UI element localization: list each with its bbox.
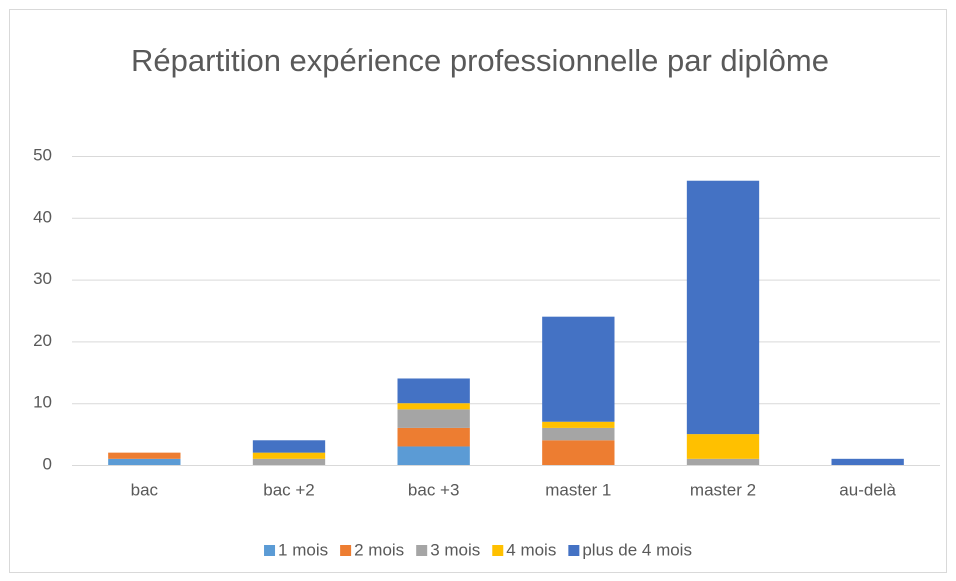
y-tick-label: 20 [33, 331, 52, 350]
bar-segment [542, 427, 615, 441]
bar-segment [686, 180, 760, 435]
bar-segment [108, 452, 181, 459]
bar-segment [397, 378, 470, 404]
bar-segment [252, 452, 326, 459]
legend-swatch [492, 545, 504, 556]
bar-segment [686, 458, 760, 465]
bar-segment [252, 440, 326, 453]
bar-segment [397, 446, 470, 465]
bar-segment [108, 458, 181, 465]
chart-title: Répartition expérience professionnelle p… [131, 43, 829, 78]
legend-label: 3 mois [430, 540, 480, 559]
y-tick-label: 30 [33, 269, 52, 288]
legend-label: plus de 4 mois [582, 540, 692, 559]
bar-segment [397, 403, 470, 410]
y-tick-label: 0 [43, 454, 52, 473]
bar-segment [542, 440, 615, 465]
legend-label: 4 mois [506, 540, 556, 559]
legend-label: 1 mois [278, 540, 328, 559]
x-tick-label: master 1 [545, 480, 611, 499]
bar-segment [831, 458, 904, 465]
chart-border [9, 9, 947, 573]
y-tick-label: 10 [33, 393, 52, 412]
x-tick-label: au-delà [839, 480, 896, 499]
x-tick-label: bac [131, 480, 159, 499]
bar-segment [542, 421, 615, 428]
legend-label: 2 mois [354, 540, 404, 559]
bar-segment [542, 316, 615, 422]
bar-segment [686, 434, 760, 459]
x-tick-label: master 2 [690, 480, 756, 499]
y-tick-label: 50 [33, 145, 52, 164]
bar-segment [397, 409, 470, 428]
y-tick-label: 40 [33, 207, 52, 226]
bar-segment [252, 458, 326, 465]
legend-swatch [416, 545, 428, 556]
legend-swatch [264, 545, 276, 556]
x-tick-label: bac +2 [263, 480, 315, 499]
legend-swatch [568, 545, 580, 556]
bar-segment [397, 427, 470, 447]
x-tick-label: bac +3 [408, 480, 460, 499]
legend-swatch [340, 545, 352, 556]
